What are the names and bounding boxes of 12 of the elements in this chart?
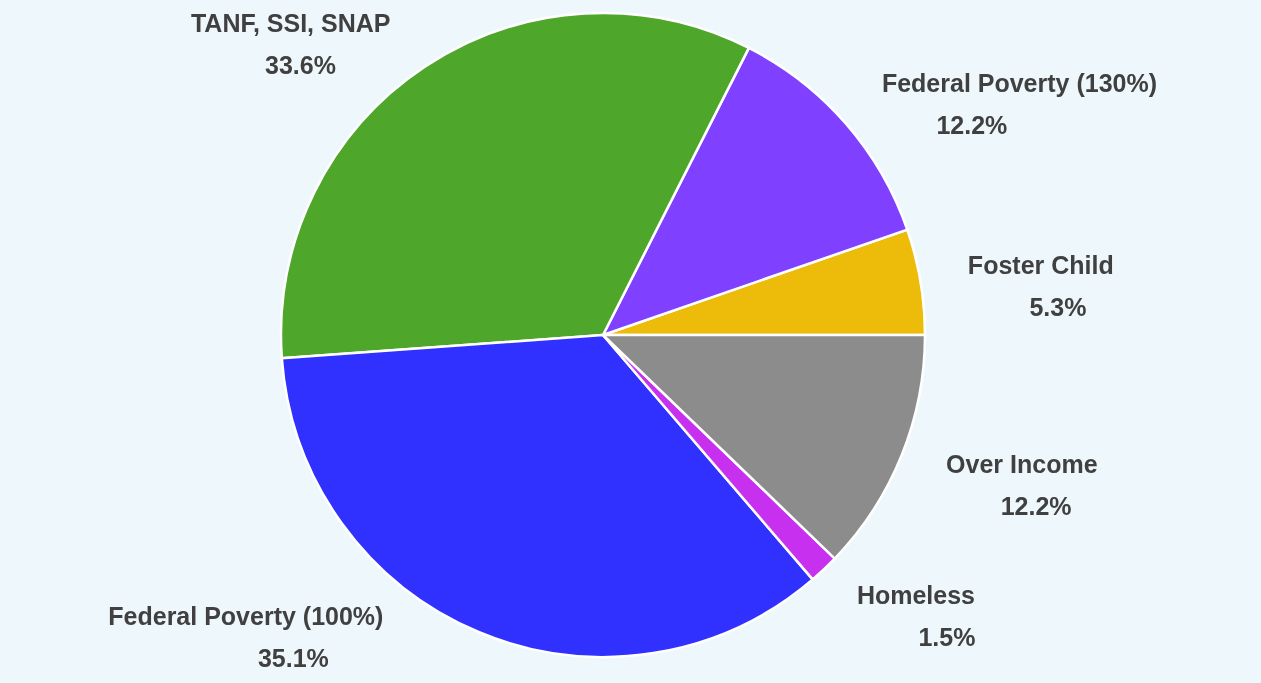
slice-label: Over Income [946,450,1098,479]
slice-label: Homeless [856,581,976,610]
data-label: 35.1% [257,644,329,672]
slice-label: TANF, SSI, SNAP [190,9,391,37]
data-label: 12.2% [936,110,1008,139]
data-label: 12.2% [1000,492,1072,521]
data-label: 5.3% [1029,292,1087,321]
slice-label: Federal Poverty (130%) [881,68,1158,97]
data-label: 1.5% [918,623,976,652]
slice-label: Foster Child [967,250,1114,279]
slice-label: Federal Poverty (100%) [108,602,384,630]
data-label: 33.6% [265,51,336,79]
